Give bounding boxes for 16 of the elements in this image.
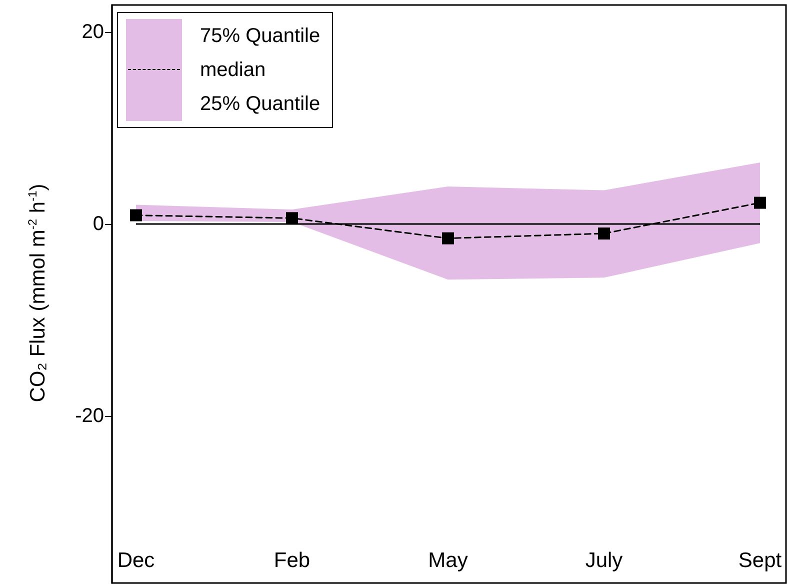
y-tick-label: 20 (82, 20, 104, 43)
annotation: 25% Quantile (200, 92, 320, 116)
point (442, 232, 454, 244)
legend-label: median (200, 58, 266, 82)
y-tick-label: 0 (92, 212, 104, 235)
x-tick-label: Feb (274, 549, 310, 572)
annotation: 75% Quantile (200, 24, 320, 48)
point (598, 228, 610, 240)
x-tick-label: Dec (117, 549, 155, 572)
point (130, 209, 142, 222)
x-tick-label: May (428, 549, 468, 572)
y-tick-label: -20 (75, 404, 104, 427)
x-tick-label: July (585, 549, 624, 572)
point (286, 212, 298, 224)
point (754, 196, 766, 209)
x-tick-label: Sept (738, 549, 782, 572)
